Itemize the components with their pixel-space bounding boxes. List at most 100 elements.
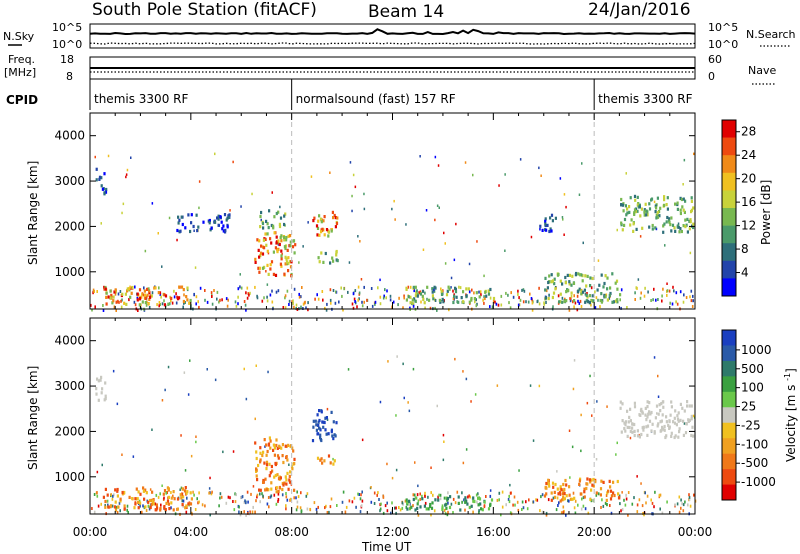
scatter-cell [584,292,587,296]
scatter-cell [360,504,363,508]
echo-cell [105,187,108,192]
scatter-cell [442,433,445,437]
scatter-cell [559,492,562,496]
echo-cell [327,230,331,234]
echo-cell [134,497,137,501]
scatter-cell [403,294,405,298]
scatter-cell [164,388,166,392]
echo-cell [187,213,190,217]
scatter-cell [251,192,253,196]
echo-cell [484,290,487,294]
scatter-cell [379,507,382,511]
scatter-cell [582,496,585,500]
echo-cell [285,260,289,264]
scatter-cell [491,305,494,309]
scatter-cell [425,209,428,212]
scatter-cell [560,511,563,515]
scatter-cell [302,302,305,306]
scatter-cell [342,308,344,312]
colorbar-swatch [722,469,736,485]
echo-cell [571,274,574,278]
echo-cell [578,479,581,483]
echo-cell [568,282,571,286]
scatter-cell [138,499,141,503]
echo-cell [558,491,562,495]
echo-cell [329,461,332,465]
echo-cell [274,246,277,250]
echo-cell [409,301,412,305]
echo-cell [415,496,418,500]
echo-cell [559,485,562,489]
scatter-cell [498,184,500,187]
echo-cell [551,295,554,300]
scatter-cell [687,503,689,507]
echo-cell [321,420,324,424]
scatter-cell [468,262,471,266]
scatter-cell [225,297,228,301]
scatter-cell [669,301,671,305]
scatter-cell [121,211,123,215]
scatter-cell [275,502,278,506]
scatter-cell [329,505,332,509]
echo-cell [151,499,154,503]
echo-cell [633,208,637,212]
echo-cell [142,486,145,490]
echo-cell [283,235,286,240]
echo-cell [656,211,659,215]
scatter-cell [436,204,439,207]
echo-cell [406,507,409,511]
echo-cell [591,483,594,487]
scatter-cell [285,495,288,499]
scatter-cell [538,286,540,290]
echo-cell [154,286,157,290]
echo-cell [492,296,496,301]
echo-cell [280,264,283,268]
echo-cell [287,256,290,260]
echo-cell [284,246,287,251]
scatter-cell [494,300,496,304]
echo-cell [164,508,167,512]
scatter-cell [120,305,123,309]
echo-cell [618,496,621,500]
echo-cell [264,237,267,241]
echo-cell [661,400,664,404]
scatter-cell [573,305,575,309]
echo-cell [562,482,565,487]
scatter-cell [675,291,678,295]
echo-cell [136,500,139,505]
echo-cell [609,497,613,501]
scatter-cell [517,289,519,293]
echo-cell [405,498,408,502]
echo-cell [663,428,666,432]
scatter-cell [540,174,542,177]
scatter-cell [672,285,674,289]
scatter-cell [580,507,583,511]
scatter-cell [126,508,128,512]
echo-cell [225,218,228,222]
scatter-cell [326,302,328,306]
echo-cell [548,484,551,488]
scatter-cell [645,501,647,505]
echo-cell [632,229,635,233]
scatter-cell [157,495,160,499]
colorbar-swatch [722,190,736,209]
echo-cell [678,427,681,431]
colorbar-tick-label: 8 [741,242,749,256]
echo-cell [666,215,669,220]
echo-cell [659,409,662,413]
scatter-cell [434,155,437,159]
echo-cell [270,464,273,469]
colorbar-frame [721,329,737,501]
echo-cell [226,216,229,220]
freq-tick-top: 18 [60,53,74,66]
scatter-cell [605,293,608,297]
echo-cell [163,489,167,493]
echo-cell [613,493,616,498]
echo-cell [426,285,429,289]
scatter-cell [569,476,571,479]
echo-cell [150,294,153,298]
echo-cell [324,416,327,420]
scatter-cell [532,439,535,442]
scatter-cell [636,475,638,478]
scatter-cell [595,458,598,461]
